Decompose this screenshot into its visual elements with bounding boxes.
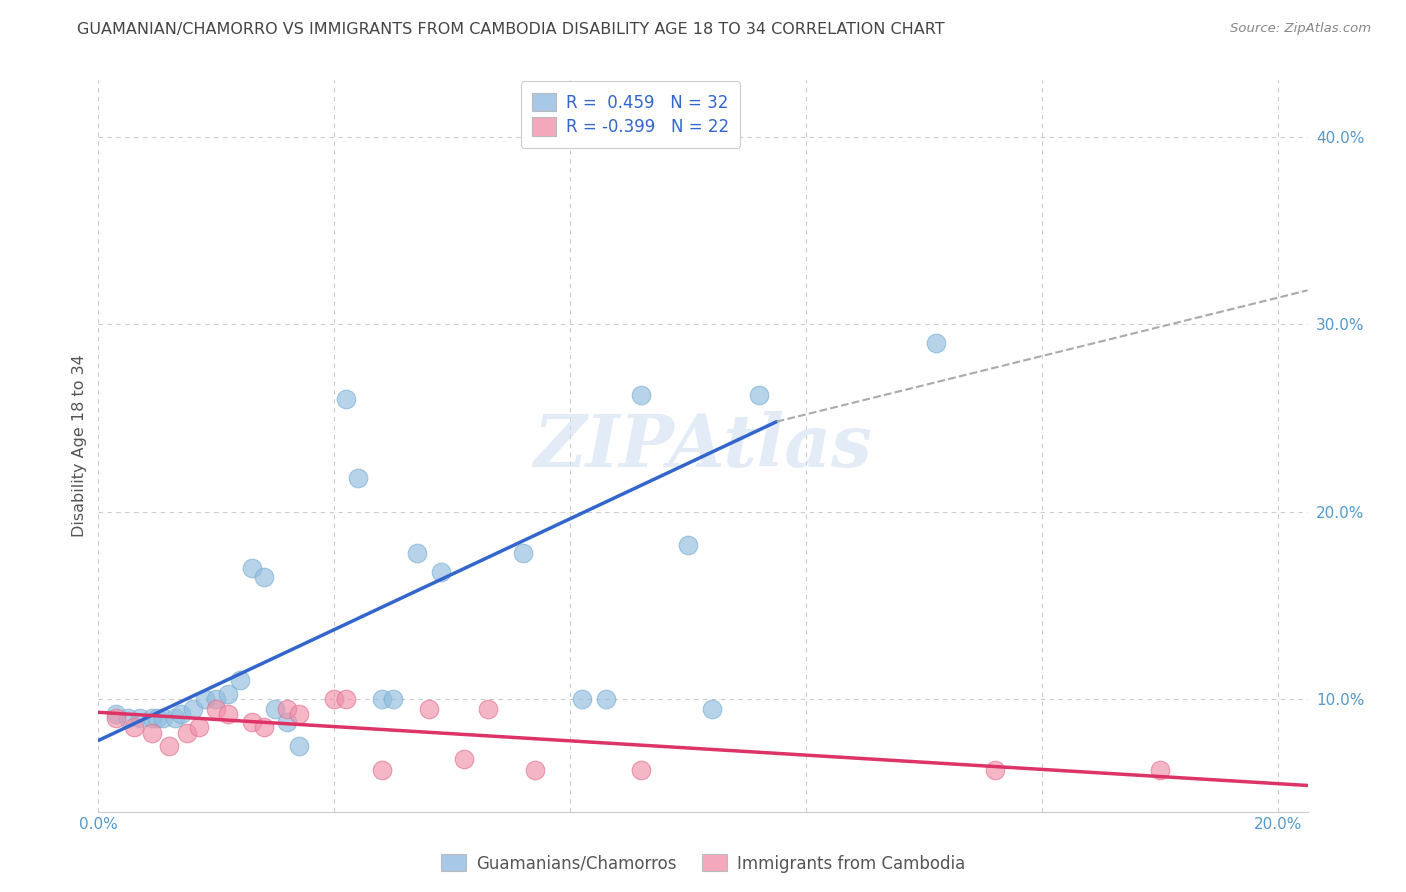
Point xyxy=(181,701,204,715)
Point xyxy=(117,711,139,725)
Legend: R =  0.459   N = 32, R = -0.399   N = 22: R = 0.459 N = 32, R = -0.399 N = 22 xyxy=(520,81,741,148)
Point xyxy=(252,570,274,584)
Point xyxy=(152,711,174,725)
Point xyxy=(288,707,311,722)
Text: ZIPAtlas: ZIPAtlas xyxy=(534,410,872,482)
Point xyxy=(323,692,346,706)
Point xyxy=(128,711,150,725)
Point xyxy=(157,739,180,753)
Point xyxy=(453,752,475,766)
Point xyxy=(146,711,169,725)
Point xyxy=(523,764,546,778)
Point xyxy=(170,707,193,722)
Point xyxy=(217,687,239,701)
Point xyxy=(264,701,287,715)
Point xyxy=(406,546,429,560)
Text: Source: ZipAtlas.com: Source: ZipAtlas.com xyxy=(1230,22,1371,36)
Point xyxy=(276,714,298,729)
Point xyxy=(984,764,1007,778)
Point xyxy=(512,546,534,560)
Point xyxy=(925,335,948,350)
Point xyxy=(382,692,405,706)
Point xyxy=(700,701,723,715)
Point xyxy=(122,720,145,734)
Point xyxy=(252,720,274,734)
Legend: Guamanians/Chamorros, Immigrants from Cambodia: Guamanians/Chamorros, Immigrants from Ca… xyxy=(434,847,972,880)
Point xyxy=(240,714,263,729)
Point xyxy=(429,565,451,579)
Point xyxy=(288,739,311,753)
Point xyxy=(165,711,187,725)
Point xyxy=(748,388,770,402)
Point xyxy=(205,692,228,706)
Point xyxy=(176,726,198,740)
Point xyxy=(571,692,593,706)
Point xyxy=(217,707,239,722)
Point xyxy=(105,711,128,725)
Point xyxy=(141,711,163,725)
Point xyxy=(276,701,298,715)
Point xyxy=(370,764,392,778)
Point xyxy=(1149,764,1171,778)
Y-axis label: Disability Age 18 to 34: Disability Age 18 to 34 xyxy=(72,355,87,537)
Point xyxy=(477,701,499,715)
Point xyxy=(678,538,700,552)
Point xyxy=(595,692,617,706)
Point xyxy=(105,707,128,722)
Point xyxy=(229,673,252,688)
Point xyxy=(335,692,357,706)
Point xyxy=(630,764,652,778)
Point xyxy=(205,701,228,715)
Point xyxy=(141,726,163,740)
Point xyxy=(630,388,652,402)
Point xyxy=(240,561,263,575)
Point xyxy=(187,720,209,734)
Point xyxy=(418,701,440,715)
Point xyxy=(347,471,370,485)
Point xyxy=(335,392,357,406)
Text: GUAMANIAN/CHAMORRO VS IMMIGRANTS FROM CAMBODIA DISABILITY AGE 18 TO 34 CORRELATI: GUAMANIAN/CHAMORRO VS IMMIGRANTS FROM CA… xyxy=(77,22,945,37)
Point xyxy=(370,692,392,706)
Point xyxy=(194,692,217,706)
